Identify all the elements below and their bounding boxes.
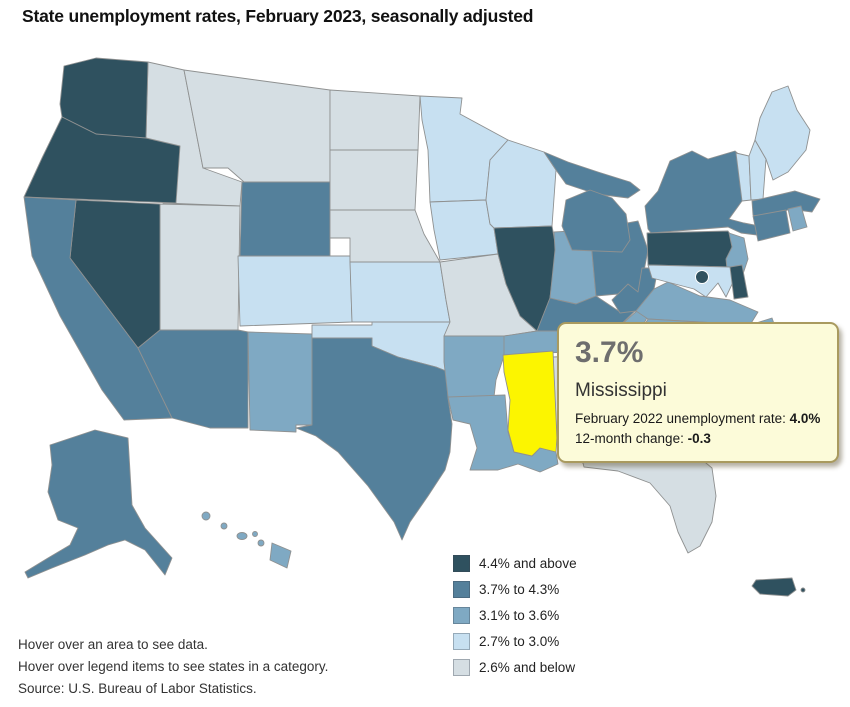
note-hover-legend: Hover over legend items to see states in… — [18, 659, 329, 674]
state-mt[interactable] — [183, 69, 331, 183]
state-ar[interactable] — [443, 335, 506, 398]
state-ut[interactable] — [159, 203, 241, 331]
state-wy[interactable] — [239, 181, 331, 257]
tooltip-prev-label: February 2022 unemployment rate: — [575, 411, 786, 426]
legend-swatch-c2 — [453, 632, 470, 650]
state-hi-island-5[interactable] — [257, 539, 265, 547]
state-hi-island-4[interactable] — [252, 531, 258, 537]
legend-label-c3: 3.1% to 3.6% — [479, 607, 560, 623]
state-mi-upper-peninsula[interactable] — [543, 151, 641, 199]
state-tx[interactable] — [295, 337, 453, 541]
legend-label-c1: 2.6% and below — [479, 659, 576, 675]
tooltip-state-name: Mississippi — [575, 380, 667, 401]
tooltip-change-value: -0.3 — [687, 431, 711, 446]
tooltip-change-line: 12-month change: -0.3 — [575, 429, 823, 449]
legend-item-37-to-43[interactable]: 3.7% to 4.3% — [453, 576, 577, 602]
legend-swatch-c5 — [453, 554, 470, 572]
state-mi-lower-peninsula[interactable] — [561, 189, 631, 253]
legend-item-26-and-below[interactable]: 2.6% and below — [453, 654, 577, 680]
state-ak[interactable] — [24, 429, 173, 579]
legend: 4.4% and above 3.7% to 4.3% 3.1% to 3.6%… — [453, 550, 577, 680]
legend-item-44-and-above[interactable]: 4.4% and above — [453, 550, 577, 576]
state-ne[interactable] — [329, 209, 441, 263]
tooltip-rate: 3.7% — [575, 336, 644, 369]
state-co[interactable] — [237, 255, 353, 327]
tooltip-change-label: 12-month change: — [575, 431, 684, 446]
state-nh[interactable] — [748, 139, 767, 201]
state-de[interactable] — [729, 264, 749, 300]
footer-notes: Hover over an area to see data. Hover ov… — [18, 634, 328, 700]
legend-swatch-c3 — [453, 606, 470, 624]
state-nm[interactable] — [247, 331, 313, 433]
state-fl[interactable] — [581, 454, 717, 554]
tooltip-prev-rate-line: February 2022 unemployment rate: 4.0% — [575, 409, 823, 429]
state-nd[interactable] — [329, 89, 421, 151]
territory-pr-islet[interactable] — [800, 587, 806, 593]
legend-item-31-to-36[interactable]: 3.1% to 3.6% — [453, 602, 577, 628]
page-title: State unemployment rates, February 2023,… — [22, 6, 534, 26]
state-ct[interactable] — [752, 209, 791, 242]
state-sd[interactable] — [329, 149, 419, 211]
state-ri[interactable] — [787, 205, 808, 232]
state-me[interactable] — [754, 85, 811, 181]
state-hi-island-2[interactable] — [220, 522, 228, 530]
legend-label-c4: 3.7% to 4.3% — [479, 581, 560, 597]
state-hi-big-island[interactable] — [269, 542, 292, 569]
state-hi-island-1[interactable] — [201, 511, 211, 521]
state-ks[interactable] — [349, 261, 451, 323]
note-hover-area: Hover over an area to see data. — [18, 637, 208, 652]
state-az[interactable] — [137, 329, 249, 429]
state-hi-island-3[interactable] — [236, 532, 248, 540]
state-dc-dot[interactable] — [695, 270, 709, 284]
tooltip-prev-value: 4.0% — [789, 411, 821, 426]
note-source: Source: U.S. Bureau of Labor Statistics. — [18, 681, 257, 696]
state-ms[interactable] — [502, 350, 558, 457]
territory-pr[interactable] — [751, 577, 797, 597]
legend-label-c2: 2.7% to 3.0% — [479, 633, 560, 649]
state-ca[interactable] — [23, 196, 173, 421]
state-tooltip: 3.7% Mississippi February 2022 unemploym… — [557, 322, 839, 463]
legend-label-c5: 4.4% and above — [479, 555, 577, 571]
legend-swatch-c1 — [453, 658, 470, 676]
state-or[interactable] — [23, 116, 181, 204]
legend-item-27-to-30[interactable]: 2.7% to 3.0% — [453, 628, 577, 654]
legend-swatch-c4 — [453, 580, 470, 598]
